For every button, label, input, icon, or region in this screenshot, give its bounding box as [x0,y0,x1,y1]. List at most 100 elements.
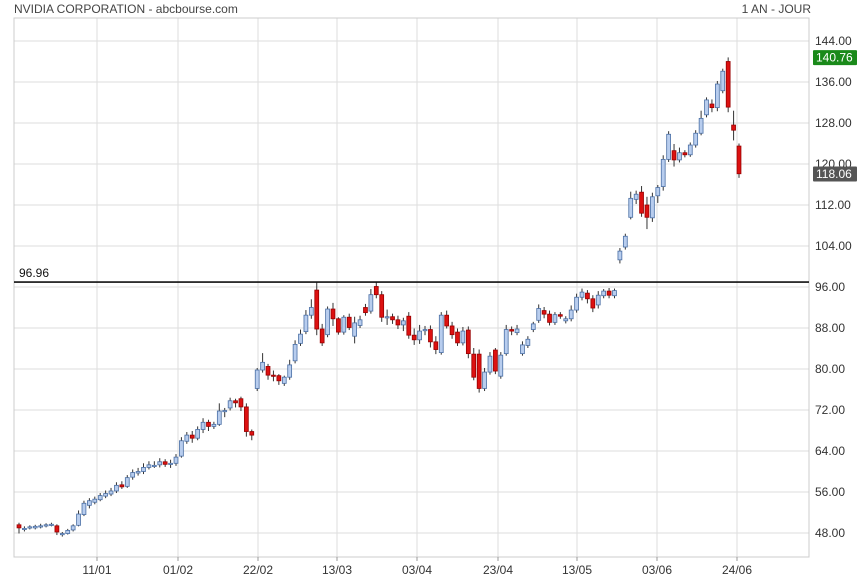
candle-down [319,328,325,344]
price-badges: 140.76 118.06 [813,50,857,182]
candle-down [476,353,482,389]
candle-up [612,290,617,297]
candle-up [146,464,152,468]
candle-up [650,196,655,219]
last-price-label: 118.06 [816,167,852,181]
y-tick-label: 112.00 [815,198,851,212]
candle-down [606,290,612,296]
candle-up [525,338,531,346]
candle-up [168,462,173,465]
candle-up [617,250,623,261]
last-price-badge [813,166,857,182]
candle-up [70,525,76,531]
candle-down [265,366,271,376]
candle-up [157,461,163,466]
candle-down [709,103,715,109]
candle-up [184,434,190,442]
plot-frame [13,17,810,558]
candle-up [352,322,357,337]
candle-up [677,152,682,161]
candle-up [114,484,119,492]
candle-down [411,334,417,341]
candle-up [59,533,65,536]
candle-down [547,313,552,323]
candle-down [558,314,563,317]
period-selector[interactable]: 1 AN - JOUR [741,2,811,16]
candle-up [43,524,49,527]
candle-up [124,477,130,487]
candle-down [379,294,385,318]
candle-up [595,294,601,306]
candle-up [655,187,661,197]
candle-up [536,308,542,321]
candle-up [130,472,136,478]
candle-up [308,307,314,316]
candle-up [211,423,217,427]
candle-up [368,294,374,312]
candle-up [698,117,704,134]
candle-up [103,493,108,497]
candle-up [281,376,287,384]
candle-up [49,523,54,526]
candle-down [363,307,368,314]
candle-down [314,289,320,330]
candle-up [514,328,520,334]
y-axis: 144.00136.00128.00120.00112.00104.0096.0… [815,34,852,540]
candle-down [471,353,477,378]
candle-up [254,369,260,389]
x-tick-label: 03/04 [402,563,432,577]
candle-down [244,406,249,432]
candle-down [731,124,736,131]
candle-down [449,325,455,336]
candle-up [530,323,536,330]
candle-up [628,197,634,218]
candle-down [119,484,125,488]
candle-up [503,329,509,355]
candle-up [622,235,628,248]
candle-down [54,525,60,533]
x-axis: 11/01 01/02 22/02 13/03 03/04 23/04 13/05 03/06… [82,557,752,577]
candle-down [276,375,282,382]
candle-up [693,132,699,146]
candle-up [714,83,720,109]
candle-up [65,530,71,534]
candle-up [81,502,87,515]
candle-down [271,374,276,377]
candle-up [574,296,579,311]
high-price-label: 140.76 [816,51,853,65]
candle-down [465,329,471,355]
candle-up [552,314,558,323]
candle-down [162,461,168,465]
candle-down [395,319,401,326]
chart-grid [14,18,809,557]
x-tick-label: 11/01 [82,563,111,577]
candle-up [135,471,141,474]
candle-down [433,341,439,350]
candle-down [406,315,412,336]
candle-up [298,333,303,344]
reference-line-label: 96.96 [19,266,49,280]
candle-up [292,343,298,362]
candle-up [92,498,98,503]
candle-down [639,191,644,214]
candle-down [233,400,238,404]
y-tick-label: 56.00 [815,485,845,499]
candle-up [108,490,114,495]
x-tick-label: 01/02 [163,563,193,577]
candle-up [520,344,525,355]
y-tick-label: 96.00 [815,280,845,294]
candle-up [704,99,709,116]
candle-down [682,152,688,156]
x-tick-label: 03/06 [642,563,672,577]
candle-up [422,329,428,332]
candle-up [222,410,228,413]
candle-up [287,364,293,378]
y-tick-label: 136.00 [815,75,852,89]
candle-up [87,500,92,506]
candle-up [22,527,27,530]
candle-up [173,456,179,464]
candle-up [460,330,466,344]
candle-up [660,158,666,187]
candle-down [509,329,514,332]
